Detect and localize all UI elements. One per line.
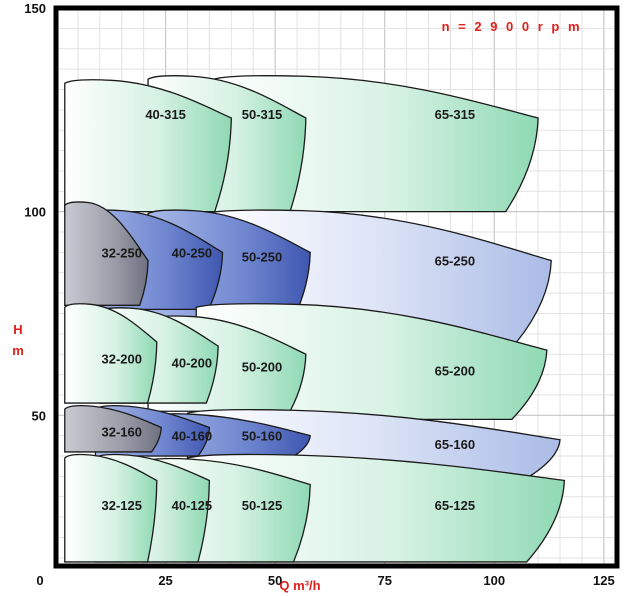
pump-label-65-315: 65-315 (435, 107, 475, 122)
pump-area-32-125 (64, 453, 158, 563)
pump-area-32-200 (64, 303, 158, 404)
pump-label-65-250: 65-250 (435, 254, 475, 269)
pump-label-40-200: 40-200 (172, 355, 212, 370)
pump-labels: 40-315 50-315 65-315 32-250 40-250 50-250 65-2… (102, 107, 476, 513)
pump-label-65-160: 65-160 (435, 437, 475, 452)
pump-label-50-160: 50-160 (242, 429, 282, 444)
y-axis-label-m: m (12, 343, 24, 358)
pump-label-32-250: 32-250 (102, 245, 142, 260)
pump-label-50-200: 50-200 (242, 359, 282, 374)
pump-label-40-160: 40-160 (172, 429, 212, 444)
x-axis-label: Q m³/h (279, 578, 320, 593)
pump-label-65-125: 65-125 (435, 498, 475, 513)
pump-label-40-250: 40-250 (172, 245, 212, 260)
x-tick-label: 100 (483, 573, 505, 588)
pump-label-32-200: 32-200 (102, 351, 142, 366)
pump-label-50-250: 50-250 (242, 249, 282, 264)
pump-area-32-250 (64, 201, 149, 306)
x-tick-label: 25 (158, 573, 172, 588)
y-axis-label-h: H (13, 322, 22, 337)
pump-label-65-200: 65-200 (435, 363, 475, 378)
y-tick-label: 150 (24, 1, 46, 16)
pump-label-32-160: 32-160 (102, 425, 142, 440)
y-tick-label: 50 (32, 408, 46, 423)
pump-label-32-125: 32-125 (102, 498, 142, 513)
pump-label-50-125: 50-125 (242, 498, 282, 513)
pump-label-40-125: 40-125 (172, 498, 212, 513)
plot-frame (53, 5, 620, 569)
pump-area-40-315 (64, 79, 232, 213)
axis-ticks: 0 25 50 75 100 125 50 100 150 (24, 1, 614, 588)
pump-label-50-315: 50-315 (242, 107, 282, 122)
x-tick-label: 0 (36, 573, 43, 588)
pump-areas (64, 75, 566, 563)
x-tick-label: 125 (593, 573, 615, 588)
pump-area-32-160 (64, 404, 162, 453)
x-tick-label: 75 (377, 573, 391, 588)
pump-label-40-315: 40-315 (145, 107, 185, 122)
speed-annotation: n = 2 9 0 0 r p m (442, 19, 582, 34)
y-tick-label: 100 (24, 205, 46, 220)
x-tick-label: 50 (268, 573, 282, 588)
